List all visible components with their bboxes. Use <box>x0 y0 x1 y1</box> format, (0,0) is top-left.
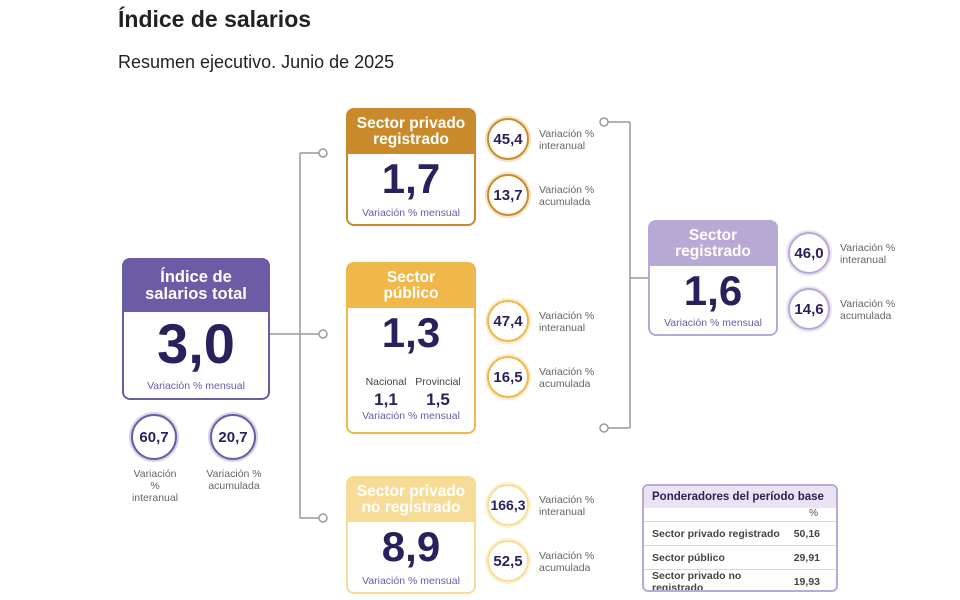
privado-no-registrado-sublabel: Variación % mensual <box>362 575 460 587</box>
table-row: Sector público 29,91 <box>644 545 836 569</box>
registrado-acumulada-label: Variación % acumulada <box>840 298 896 323</box>
publico-nacional-value: 1,1 <box>374 390 398 409</box>
publico-sublabel: Variación % mensual <box>362 410 460 422</box>
privado-no-registrado-acumulada-label: Variación % acumulada <box>539 550 595 575</box>
weights-row-value: 29,91 <box>793 551 820 564</box>
registrado-card: Sector registrado 1,6 Variación % mensua… <box>648 220 778 336</box>
weights-row-value: 50,16 <box>793 527 820 540</box>
privado-no-registrado-value: 8,9 <box>381 523 441 570</box>
page-title: Índice de salarios <box>118 6 312 32</box>
publico-value: 1,3 <box>381 309 441 356</box>
total-index-sublabel: Variación % mensual <box>147 380 245 392</box>
privado-registrado-sublabel: Variación % mensual <box>362 207 460 219</box>
page-subtitle: Resumen ejecutivo. Junio de 2025 <box>118 52 395 72</box>
publico-card: Sector público 1,3 Variación % mensual <box>346 262 476 434</box>
privado-registrado-interanual-label: Variación % interanual <box>539 128 595 153</box>
weights-title: Ponderadores del período base <box>644 486 836 508</box>
publico-nacional-label: Nacional <box>365 376 407 388</box>
registrado-value: 1,6 <box>683 267 743 314</box>
total-interanual-label: Variación % interanual <box>131 468 179 505</box>
publico-header: Sector público <box>348 264 474 308</box>
weights-unit: % <box>809 508 818 519</box>
weights-row-label: Sector privado no registrado <box>652 569 742 592</box>
privado-registrado-value: 1,7 <box>381 155 441 202</box>
total-interanual-circle: 60,7 <box>131 414 177 460</box>
total-index-card: Índice de salarios total 3,0 Variación %… <box>122 258 270 400</box>
privado-no-registrado-header: Sector privado no registrado <box>348 478 474 522</box>
weights-table: Ponderadores del período base % Sector p… <box>642 484 838 592</box>
publico-interanual-circle: 47,4 <box>487 300 529 342</box>
privado-no-registrado-interanual-circle: 166,3 <box>487 484 529 526</box>
privado-registrado-header: Sector privado registrado <box>348 110 474 154</box>
weights-row-label: Sector privado registrado <box>652 527 780 540</box>
registrado-acumulada-circle: 14,6 <box>788 288 830 330</box>
privado-registrado-acumulada-circle: 13,7 <box>487 174 529 216</box>
weights-row-label: Sector público <box>652 551 725 564</box>
total-index-value: 3,0 <box>157 312 235 375</box>
weights-row-value: 19,93 <box>793 575 820 588</box>
registrado-interanual-label: Variación % interanual <box>840 242 896 267</box>
registrado-sublabel: Variación % mensual <box>664 317 762 329</box>
publico-provincial-value: 1,5 <box>426 390 450 409</box>
total-acumulada-label: Variación % acumulada <box>206 468 262 493</box>
table-row: Sector privado no registrado 19,93 <box>644 569 836 592</box>
registrado-interanual-circle: 46,0 <box>788 232 830 274</box>
privado-registrado-card: Sector privado registrado 1,7 Variación … <box>346 108 476 226</box>
publico-interanual-label: Variación % interanual <box>539 310 595 335</box>
privado-registrado-interanual-circle: 45,4 <box>487 118 529 160</box>
privado-registrado-acumulada-label: Variación % acumulada <box>539 184 595 209</box>
publico-acumulada-circle: 16,5 <box>487 356 529 398</box>
registrado-header: Sector registrado <box>650 222 776 266</box>
privado-no-registrado-interanual-label: Variación % interanual <box>539 494 595 519</box>
publico-provincial-label: Provincial <box>415 376 461 388</box>
publico-acumulada-label: Variación % acumulada <box>539 366 595 391</box>
table-row: Sector privado registrado 50,16 <box>644 521 836 545</box>
privado-no-registrado-card: Sector privado no registrado 8,9 Variaci… <box>346 476 476 594</box>
total-index-header: Índice de salarios total <box>124 260 268 312</box>
total-acumulada-circle: 20,7 <box>210 414 256 460</box>
privado-no-registrado-acumulada-circle: 52,5 <box>487 540 529 582</box>
